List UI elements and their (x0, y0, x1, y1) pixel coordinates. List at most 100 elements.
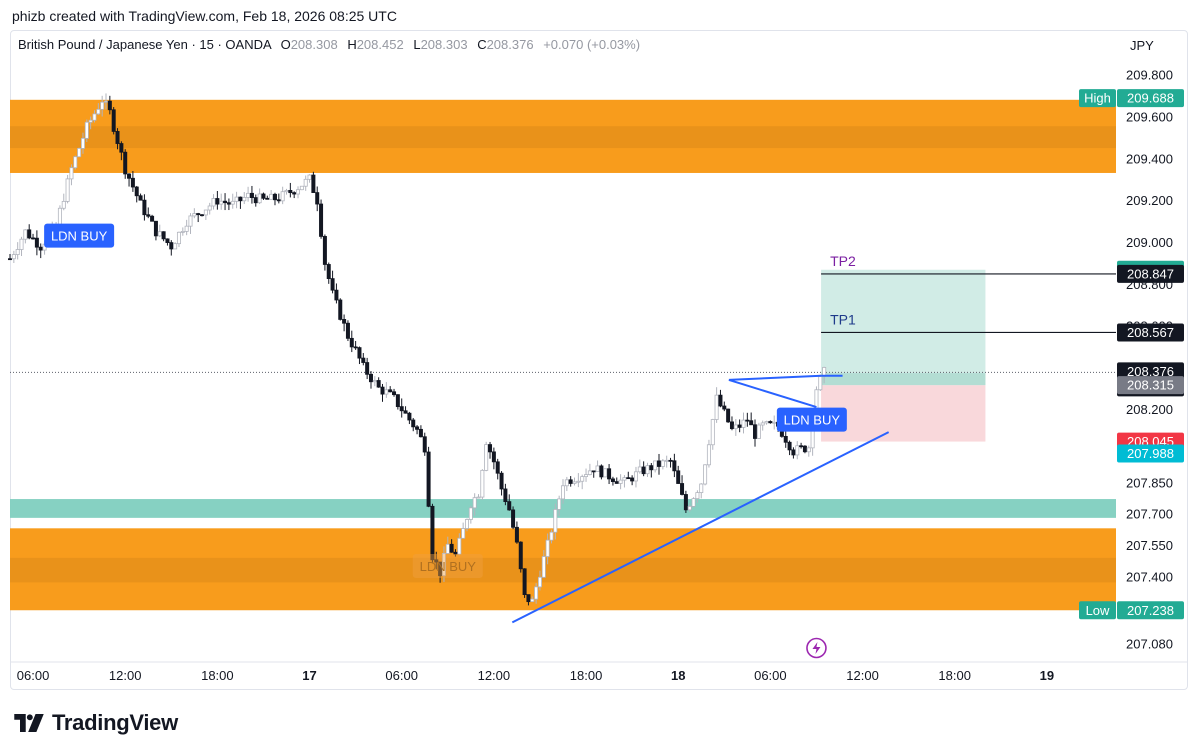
candle-body (457, 537, 462, 555)
candle-body (380, 386, 385, 395)
trendline-3[interactable] (728, 378, 817, 409)
candle-body (499, 472, 504, 490)
candle-body (80, 137, 85, 149)
candle-body (15, 249, 20, 255)
candle-body (787, 441, 792, 451)
candle-body (188, 215, 193, 227)
trendline-1[interactable] (511, 431, 890, 624)
candle-body (211, 198, 216, 207)
candle-body (69, 167, 74, 180)
x-axis-tick-label: 17 (302, 668, 316, 683)
candle-body (491, 451, 496, 463)
candle-body (146, 214, 151, 217)
price-tag-prefix-bg (1079, 601, 1116, 620)
candle-body (73, 156, 78, 169)
candle-body (541, 556, 546, 578)
y-axis-tick-label: 207.850 (1126, 475, 1173, 490)
candle-body (587, 470, 592, 475)
candle-body (200, 214, 205, 217)
candle-body (100, 101, 105, 110)
candle-body (345, 322, 350, 339)
ldn-buy-label-2[interactable]: LDN BUY (412, 553, 483, 578)
candle-body (695, 492, 700, 500)
ldn-buy-label-3-bg (776, 407, 847, 432)
tradingview-brand: TradingView (52, 710, 178, 735)
candle-body (799, 445, 804, 448)
candle-body (288, 190, 293, 194)
x-axis-tick-label: 18:00 (570, 668, 603, 683)
candle-body (534, 586, 539, 600)
orange-upper-zone-shade (10, 126, 1116, 149)
price-tag-prefix-bg (1079, 89, 1116, 108)
ldn-buy-label-2-text: LDN BUY (420, 559, 477, 574)
candle-body (749, 420, 754, 426)
candle-body (733, 424, 738, 430)
price-tag-bg (1117, 264, 1184, 283)
candle-body (668, 459, 673, 462)
price-tag: 208.376 (1127, 364, 1174, 379)
candle-body (161, 231, 166, 240)
candle-body (576, 480, 581, 483)
y-axis-tick-label: 207.550 (1126, 538, 1173, 553)
candle-body (729, 421, 734, 430)
candle-body (699, 483, 704, 493)
ldn-buy-label-1-bg (44, 223, 115, 248)
ldn-buy-label-3[interactable]: LDN BUY (776, 407, 847, 432)
price-tag: 208.315 (1127, 378, 1174, 393)
price-chart[interactable]: TP2 TP1 LDN BUY LDN BUY LDN BUY 209.800 209.60… (0, 0, 1200, 700)
x-axis-tick-label: 18:00 (938, 668, 971, 683)
trendline-2[interactable] (728, 374, 822, 381)
candle-body (96, 108, 101, 115)
candle-body (353, 346, 358, 349)
candle-body (330, 278, 335, 291)
x-axis-tick-label: 18:00 (201, 668, 234, 683)
candle-body (626, 477, 631, 480)
candle-body (65, 178, 70, 202)
ldn-buy-label-2-bg (412, 553, 483, 578)
candle-body (461, 528, 466, 539)
candle-body (119, 143, 124, 153)
price-tag: 209.688 (1127, 91, 1174, 106)
candle-body (714, 394, 719, 420)
symbol-info-bar: British Pound / Japanese Yen · 15 · OAND… (18, 37, 640, 52)
candle-body (338, 299, 343, 320)
candle-body (372, 380, 377, 383)
candle-body (150, 215, 155, 222)
chart-credit-text: phizb created with TradingView.com, Feb … (12, 8, 397, 24)
candle-body (530, 598, 535, 603)
candle-body (311, 174, 316, 193)
tradingview-logo-icon (14, 714, 44, 732)
candle-body (31, 237, 36, 240)
candle-body (269, 193, 274, 200)
ldn-buy-label-1[interactable]: LDN BUY (44, 223, 115, 248)
candle-body (633, 471, 638, 482)
candle-body (196, 213, 201, 216)
candle-body (511, 509, 516, 528)
candle-body (284, 190, 289, 193)
candle-body (687, 505, 692, 511)
y-axis-tick-label: 208.200 (1126, 402, 1173, 417)
candle-body (441, 553, 446, 577)
candle-body (553, 509, 558, 533)
candle-body (292, 192, 297, 195)
price-tag-prefix: Low (1086, 603, 1110, 618)
candle-body (706, 444, 711, 466)
candle-body (27, 229, 32, 239)
candle-body (57, 207, 62, 226)
candle-body (753, 424, 758, 439)
candle-body (157, 231, 162, 237)
candle-body (176, 231, 181, 245)
candle-body (142, 199, 147, 216)
candle-body (349, 337, 354, 348)
ldn-buy-label-1-text: LDN BUY (51, 229, 108, 244)
candle-body (368, 373, 373, 383)
candle-body (376, 380, 381, 388)
symbol-name[interactable]: British Pound / Japanese Yen · 15 · OAND… (18, 37, 271, 52)
y-axis-tick-label: 209.400 (1126, 151, 1173, 166)
candle-body (326, 264, 331, 280)
y-axis-tick-label: 207.080 (1126, 636, 1173, 651)
price-tag-bg (1117, 323, 1184, 342)
candle-body (737, 424, 742, 428)
candle-body (265, 197, 270, 200)
candle-body (84, 121, 89, 139)
